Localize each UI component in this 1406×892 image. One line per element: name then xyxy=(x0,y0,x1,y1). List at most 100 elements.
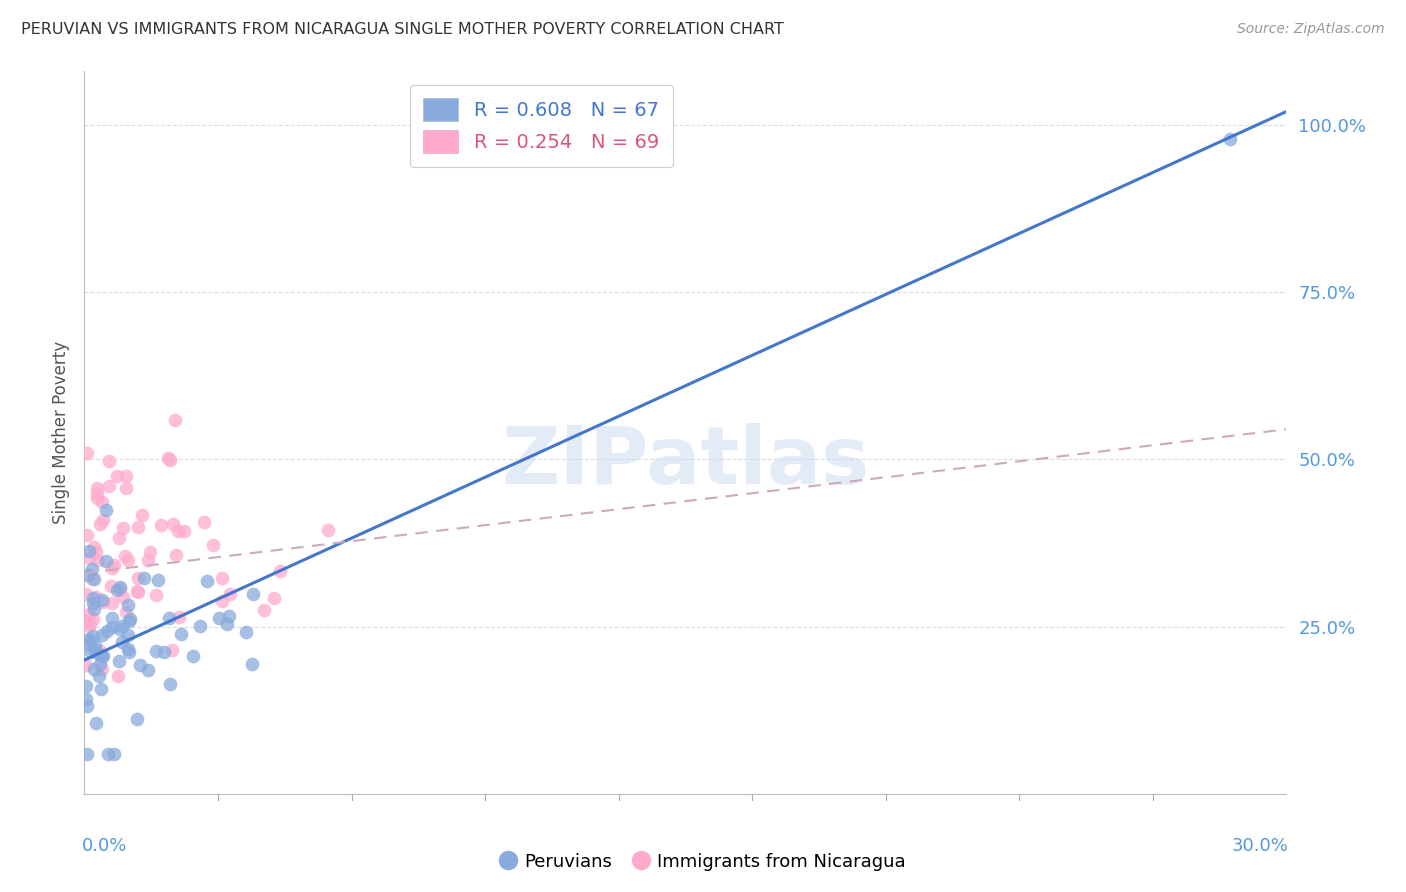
Point xyxy=(165,548,187,562)
Point xyxy=(75,587,97,601)
Point xyxy=(167,610,190,624)
Point xyxy=(132,571,155,585)
Point xyxy=(96,554,118,568)
Point xyxy=(235,625,257,640)
Point xyxy=(84,591,107,605)
Point xyxy=(162,517,184,532)
Point xyxy=(91,628,114,642)
Point xyxy=(217,617,239,632)
Point xyxy=(83,602,105,616)
Point xyxy=(170,626,193,640)
Point xyxy=(101,561,124,575)
Point xyxy=(91,648,114,663)
Point xyxy=(84,643,107,657)
Point xyxy=(114,549,136,563)
Point xyxy=(100,579,122,593)
Point xyxy=(89,657,111,671)
Point xyxy=(91,494,114,508)
Point xyxy=(1219,132,1241,146)
Point xyxy=(211,571,233,585)
Point xyxy=(80,562,103,576)
Point xyxy=(76,637,98,651)
Point xyxy=(242,587,264,601)
Point xyxy=(76,528,98,542)
Point xyxy=(84,715,107,730)
Point xyxy=(108,622,131,636)
Point xyxy=(145,644,167,658)
Point xyxy=(105,582,128,597)
Point xyxy=(188,619,211,633)
Point xyxy=(108,582,131,596)
Text: 0.0%: 0.0% xyxy=(82,838,128,855)
Point xyxy=(128,657,150,672)
Point xyxy=(103,558,125,572)
Point xyxy=(96,624,118,639)
Point xyxy=(316,523,339,537)
Point xyxy=(79,617,101,632)
Point xyxy=(115,482,138,496)
Point xyxy=(167,524,190,539)
Point xyxy=(127,585,149,599)
Point xyxy=(77,607,100,622)
Point xyxy=(131,508,153,522)
Point xyxy=(165,413,187,427)
Point xyxy=(83,662,105,676)
Point xyxy=(211,593,233,607)
Point xyxy=(79,634,101,648)
Point xyxy=(118,612,141,626)
Point xyxy=(86,491,108,505)
Point xyxy=(100,620,122,634)
Point xyxy=(87,669,110,683)
Point xyxy=(108,580,131,594)
Point xyxy=(90,593,112,607)
Point xyxy=(98,454,121,468)
Point xyxy=(127,583,149,598)
Point xyxy=(103,747,125,761)
Point xyxy=(173,524,195,539)
Point xyxy=(118,645,141,659)
Point xyxy=(136,552,159,566)
Point xyxy=(94,503,117,517)
Text: PERUVIAN VS IMMIGRANTS FROM NICARAGUA SINGLE MOTHER POVERTY CORRELATION CHART: PERUVIAN VS IMMIGRANTS FROM NICARAGUA SI… xyxy=(21,22,785,37)
Point xyxy=(76,567,98,582)
Point xyxy=(90,649,112,664)
Point xyxy=(91,513,114,527)
Point xyxy=(181,649,204,664)
Point xyxy=(76,446,98,460)
Point xyxy=(149,518,172,533)
Point xyxy=(111,619,134,633)
Point xyxy=(117,642,139,657)
Point xyxy=(159,677,181,691)
Point xyxy=(86,485,108,500)
Point xyxy=(117,599,139,613)
Point xyxy=(75,657,97,672)
Point xyxy=(148,573,170,587)
Point xyxy=(77,543,100,558)
Point xyxy=(240,657,263,671)
Point xyxy=(91,662,114,676)
Point xyxy=(86,481,108,495)
Point xyxy=(83,639,105,653)
Point xyxy=(202,538,225,552)
Point xyxy=(145,588,167,602)
Point xyxy=(90,648,112,662)
Point xyxy=(89,648,111,662)
Point xyxy=(83,540,105,554)
Legend: Peruvians, Immigrants from Nicaragua: Peruvians, Immigrants from Nicaragua xyxy=(494,845,912,879)
Text: 30.0%: 30.0% xyxy=(1232,838,1289,855)
Point xyxy=(79,645,101,659)
Point xyxy=(153,645,176,659)
Point xyxy=(105,468,128,483)
Point xyxy=(86,545,108,559)
Text: Source: ZipAtlas.com: Source: ZipAtlas.com xyxy=(1237,22,1385,37)
Point xyxy=(75,680,97,694)
Point xyxy=(160,643,183,657)
Point xyxy=(89,516,111,531)
Point xyxy=(76,699,98,714)
Point xyxy=(263,591,285,606)
Point xyxy=(91,594,114,608)
Point xyxy=(195,574,218,589)
Point xyxy=(115,605,138,619)
Point xyxy=(127,571,149,585)
Point xyxy=(89,644,111,658)
